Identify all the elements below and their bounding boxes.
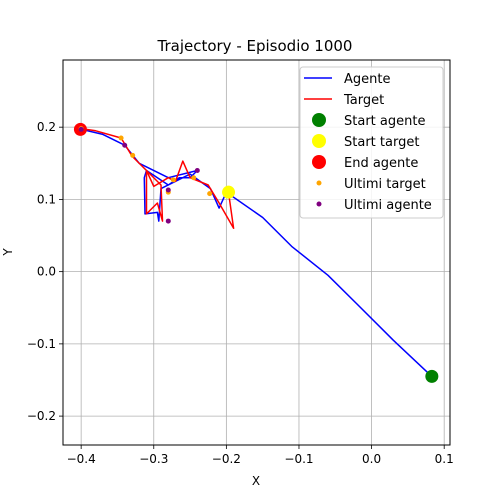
ultimi-agente-point xyxy=(122,142,128,148)
legend-label-start-agente: Start agente xyxy=(344,114,425,129)
start-agente-marker xyxy=(425,369,439,383)
y-tick-label: 0.2 xyxy=(37,120,56,134)
ultimi-agente-point xyxy=(194,168,200,174)
legend-label-start-target: Start target xyxy=(344,135,419,150)
legend-swatch-start-target xyxy=(312,134,326,148)
x-tick-label: −0.3 xyxy=(139,452,168,466)
legend-swatch-ultimi-agente xyxy=(316,201,322,207)
start-target-marker xyxy=(222,185,236,199)
y-tick-label: 0.1 xyxy=(37,192,56,206)
ultimi-target-point xyxy=(207,191,213,197)
plot-frame xyxy=(62,59,451,446)
ultimi-agente-point xyxy=(165,187,171,193)
ultimi-agente-point xyxy=(165,218,171,224)
legend-label-ultimi-agente: Ultimi agente xyxy=(344,198,432,213)
legend-label-agente: Agente xyxy=(344,72,390,87)
chart-title: Trajectory - Episodio 1000 xyxy=(157,37,353,55)
legend-box xyxy=(299,66,444,219)
legend: Agente Target Start agente Start target End … xyxy=(299,66,444,219)
legend-label-target: Target xyxy=(343,93,384,108)
axis-ticks: −0.4 −0.3 −0.2 −0.1 0.0 0.1 −0.2 −0.1 0.0 0.1 0.2 xyxy=(27,120,454,466)
legend-label-end-agente: End agente xyxy=(344,156,418,171)
plot-area xyxy=(73,122,439,383)
legend-swatch-end-agente xyxy=(312,155,326,169)
x-tick-label: 0.1 xyxy=(435,452,454,466)
x-tick-label: −0.1 xyxy=(284,452,313,466)
x-tick-label: 0.0 xyxy=(362,452,381,466)
y-tick-label: −0.1 xyxy=(27,337,56,351)
ultimi-target-point xyxy=(170,177,176,183)
ultimi-agente-point xyxy=(78,126,84,132)
x-tick-label: −0.4 xyxy=(67,452,96,466)
y-tick-label: −0.2 xyxy=(27,409,56,423)
legend-label-ultimi-target: Ultimi target xyxy=(344,177,426,192)
legend-swatch-ultimi-target xyxy=(316,180,322,186)
x-axis-label: X xyxy=(252,474,260,488)
ultimi-target-point xyxy=(118,135,124,141)
x-tick-label: −0.2 xyxy=(212,452,241,466)
ultimi-target-point xyxy=(191,175,197,181)
ultimi-target-point xyxy=(130,152,136,158)
y-tick-label: 0.0 xyxy=(37,265,56,279)
legend-swatch-start-agente xyxy=(312,113,326,127)
y-axis-label: Y xyxy=(1,248,15,257)
